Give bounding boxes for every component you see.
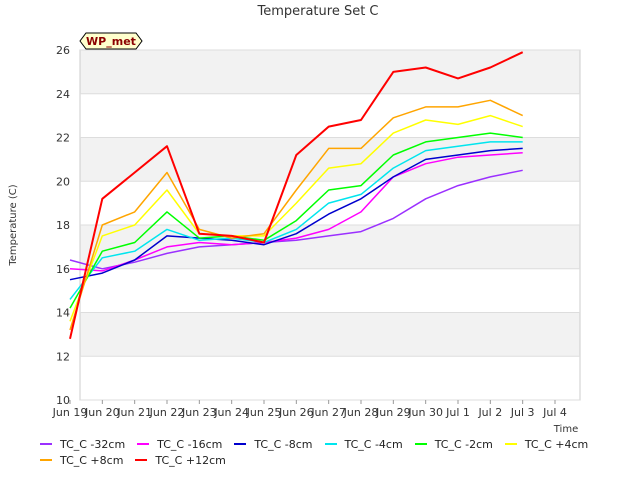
y-tick-label: 22: [56, 132, 70, 145]
wp-met-badge: WP_met: [79, 32, 143, 50]
x-tick-label: Jun 29: [375, 406, 411, 419]
grid-band: [80, 225, 580, 269]
y-tick-label: 12: [56, 350, 70, 363]
legend-swatch: [40, 443, 52, 445]
legend-label: TC_C -32cm: [60, 437, 126, 451]
legend-swatch: [135, 459, 148, 461]
legend-item: TC_C -4cm: [324, 437, 403, 451]
y-tick-label: 10: [56, 394, 70, 407]
x-tick-label: Jul 4: [542, 406, 567, 419]
legend-swatch: [324, 443, 337, 445]
x-tick-label: Jul 3: [510, 406, 535, 419]
legend-item: TC_C -2cm: [414, 437, 493, 451]
legend: TC_C -32cm TC_C -16cm TC_C -8cm TC_C -4cm TC…: [40, 436, 630, 468]
chart-title: Temperature Set C: [256, 4, 378, 19]
series-line: [69, 169, 523, 270]
y-tick-label: 14: [56, 307, 70, 320]
legend-label: TC_C +4cm: [524, 437, 589, 451]
x-tick-label: Jun 22: [149, 406, 185, 419]
series-line: [69, 141, 523, 300]
legend-row: TC_C -32cm TC_C -16cm TC_C -8cm TC_C -4cm TC…: [40, 436, 630, 452]
series-line: [69, 114, 523, 322]
y-tick-label: 24: [56, 88, 70, 101]
x-tick-label: Jun 19: [52, 406, 88, 419]
grid-band: [80, 268, 580, 313]
x-tick-label: Jul 2: [477, 406, 502, 419]
x-tick-label: Jun 26: [278, 406, 314, 419]
legend-item: TC_C -16cm: [137, 438, 222, 451]
legend-swatch: [40, 459, 52, 461]
x-tick-label: Jun 28: [343, 406, 379, 419]
y-axis-label: Temperature (C): [8, 184, 19, 266]
legend-label: TC_C +12cm: [155, 453, 226, 467]
legend-label: TC_C +8cm: [60, 453, 124, 467]
grid-band: [80, 50, 580, 94]
legend-swatch: [414, 443, 427, 445]
legend-label: TC_C -4cm: [344, 437, 403, 451]
x-tick-label: Jun 25: [246, 406, 282, 419]
legend-swatch: [137, 443, 150, 445]
x-tick-label: Jun 20: [84, 406, 120, 419]
series-line: [69, 147, 523, 281]
grid-band: [80, 93, 580, 138]
x-tick-label: Jun 21: [116, 406, 152, 419]
grid-band: [80, 137, 580, 182]
legend-label: TC_C -16cm: [157, 437, 223, 451]
legend-item: TC_C +4cm: [504, 437, 589, 451]
x-tick-label: Jun 27: [310, 406, 346, 419]
x-tick-label: Jul 1: [445, 406, 470, 419]
x-tick-label: Jun 23: [181, 406, 217, 419]
series-lines: [69, 51, 524, 340]
series-line: [69, 152, 523, 272]
x-axis-label: Time: [553, 424, 578, 435]
legend-item: TC_C +12cm: [135, 453, 226, 467]
y-tick-label: 18: [56, 219, 70, 232]
legend-label: TC_C -8cm: [254, 437, 313, 451]
y-axis-ticks: 10 12 14 16 18 20 22 24 26: [56, 44, 580, 407]
legend-item: TC_C +8cm: [40, 454, 123, 467]
legend-swatch: [504, 443, 517, 445]
grid-band: [80, 356, 580, 400]
badge-label: WP_met: [86, 35, 136, 48]
y-tick-label: 16: [56, 263, 70, 276]
x-tick-label: Jun 24: [213, 406, 249, 419]
grid-band: [80, 312, 580, 357]
series-line: [69, 99, 524, 331]
legend-item: TC_C -32cm: [40, 438, 125, 451]
x-tick-label: Jun 30: [407, 406, 443, 419]
legend-swatch: [234, 443, 247, 445]
legend-label: TC_C -2cm: [434, 437, 493, 451]
legend-row: TC_C +8cm TC_C +12cm: [40, 452, 630, 468]
legend-item: TC_C -8cm: [234, 437, 313, 451]
series-line: [69, 51, 524, 340]
badge-shape: [79, 32, 143, 50]
y-tick-label: 20: [56, 175, 70, 188]
series-line: [69, 132, 523, 309]
y-tick-label: 26: [56, 44, 70, 57]
